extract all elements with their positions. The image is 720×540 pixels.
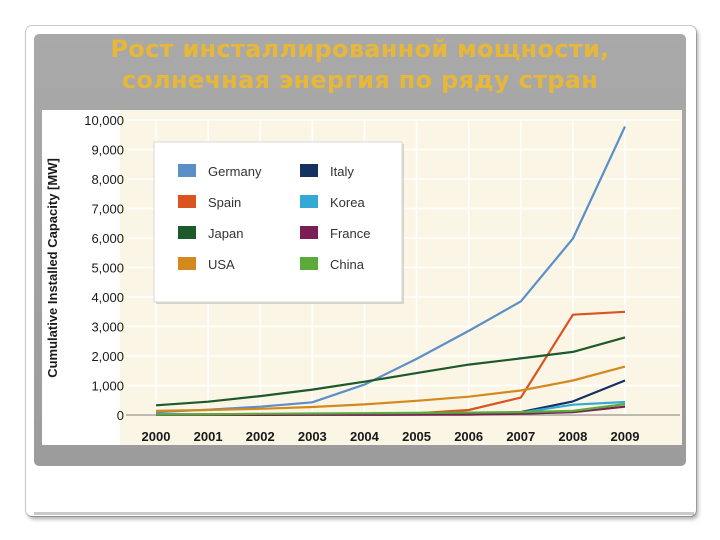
legend-label-korea: Korea	[330, 195, 365, 210]
slide-title-line-2: солнечная энергия по ряду стран	[121, 66, 599, 94]
legend-swatch-china	[300, 257, 318, 270]
x-tick-label-2: 2002	[246, 429, 275, 444]
legend-label-italy: Italy	[330, 164, 354, 179]
legend-swatch-japan	[178, 226, 196, 239]
x-tick-label-7: 2007	[506, 429, 535, 444]
y-tick-label-9: 9,000	[91, 143, 124, 158]
ylabel-strip	[42, 110, 120, 445]
bottom-divider	[34, 512, 694, 515]
legend-swatch-usa	[178, 257, 196, 270]
slide-title: Рост инсталлированной мощности, солнечна…	[34, 34, 686, 106]
legend-label-usa: USA	[208, 257, 235, 272]
x-tick-label-5: 2005	[402, 429, 431, 444]
series-line-germany	[155, 126, 626, 414]
legend-label-spain: Spain	[208, 195, 241, 210]
y-tick-label-10: 10,000	[84, 113, 124, 128]
x-tick-label-8: 2008	[558, 429, 587, 444]
y-tick-label-5: 5,000	[91, 261, 124, 276]
slide-title-line-1: Рост инсталлированной мощности,	[110, 35, 610, 63]
legend-label-japan: Japan	[208, 226, 243, 241]
x-tick-label-0: 2000	[142, 429, 171, 444]
legend-swatch-spain	[178, 195, 196, 208]
y-tick-label-6: 6,000	[91, 231, 124, 246]
y-tick-label-4: 4,000	[91, 290, 124, 305]
y-tick-label-7: 7,000	[91, 202, 124, 217]
x-tick-label-1: 2001	[194, 429, 223, 444]
legend-label-china: China	[330, 257, 365, 272]
legend-swatch-france	[300, 226, 318, 239]
legend-swatch-italy	[300, 164, 318, 177]
legend-swatch-korea	[300, 195, 318, 208]
line-chart: 0 1,000 2,000 3,000 4,000 5,000 6,000 7,000 8,00…	[42, 110, 680, 445]
y-tick-label-1: 1,000	[91, 379, 124, 394]
legend-swatch-germany	[178, 164, 196, 177]
x-tick-label-9: 2009	[611, 429, 640, 444]
legend-label-germany: Germany	[208, 164, 262, 179]
chart-area: 0 1,000 2,000 3,000 4,000 5,000 6,000 7,000 8,00…	[42, 110, 682, 445]
legend-label-france: France	[330, 226, 370, 241]
series-line-usa	[155, 365, 626, 412]
x-tick-label-3: 2003	[298, 429, 327, 444]
y-tick-label-8: 8,000	[91, 172, 124, 187]
series-line-japan	[155, 336, 626, 407]
y-tick-label-3: 3,000	[91, 320, 124, 335]
y-axis-title: Cumulative Installed Capacity [MW]	[45, 158, 60, 378]
y-tick-label-0: 0	[117, 408, 124, 423]
x-tick-label-6: 2006	[454, 429, 483, 444]
y-tick-label-2: 2,000	[91, 349, 124, 364]
series-line-china	[155, 403, 626, 416]
x-tick-label-4: 2004	[350, 429, 380, 444]
